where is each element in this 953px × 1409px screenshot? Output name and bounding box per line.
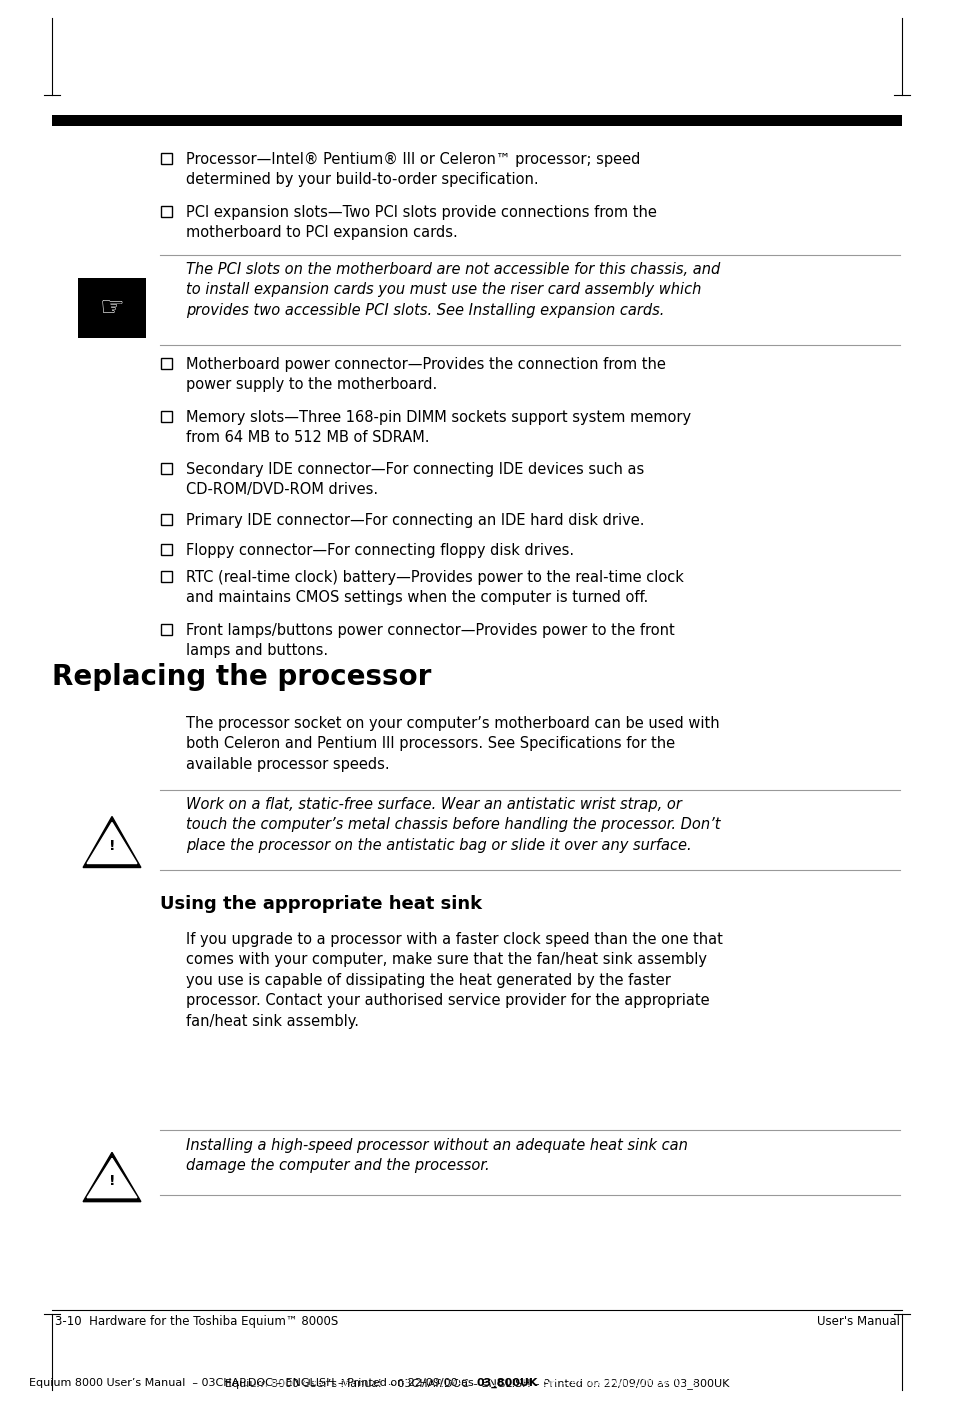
Text: Motherboard power connector—Provides the connection from the
power supply to the: Motherboard power connector—Provides the… — [186, 356, 665, 392]
Text: !: ! — [109, 1174, 115, 1188]
Text: Processor—Intel® Pentium® III or Celeron™ processor; speed
determined by your bu: Processor—Intel® Pentium® III or Celeron… — [186, 152, 639, 187]
Text: !: ! — [109, 838, 115, 852]
Text: Front lamps/buttons power connector—Provides power to the front
lamps and button: Front lamps/buttons power connector—Prov… — [186, 623, 674, 658]
Text: Equium 8000 User’s Manual  – 03CHAP.DOC – ENGLISH – Printed on 22/09/00 as: Equium 8000 User’s Manual – 03CHAP.DOC –… — [29, 1378, 476, 1388]
Text: Equium 8000 User’s Manual  – 03CHAP.DOC – ENGLISH – Printed on 22/09/00 as 03_80: Equium 8000 User’s Manual – 03CHAP.DOC –… — [225, 1378, 728, 1389]
Text: PCI expansion slots—Two PCI slots provide connections from the
motherboard to PC: PCI expansion slots—Two PCI slots provid… — [186, 204, 657, 241]
Text: If you upgrade to a processor with a faster clock speed than the one that
comes : If you upgrade to a processor with a fas… — [186, 931, 722, 1029]
Text: Work on a flat, static-free surface. Wear an antistatic wrist strap, or
touch th: Work on a flat, static-free surface. Wea… — [186, 797, 720, 852]
Bar — [161, 571, 172, 582]
Text: Memory slots—Three 168-pin DIMM sockets support system memory
from 64 MB to 512 : Memory slots—Three 168-pin DIMM sockets … — [186, 410, 690, 445]
Bar — [161, 206, 172, 217]
Polygon shape — [83, 816, 141, 868]
Polygon shape — [83, 1153, 141, 1202]
Text: Secondary IDE connector—For connecting IDE devices such as
CD-ROM/DVD-ROM drives: Secondary IDE connector—For connecting I… — [186, 462, 643, 497]
Bar — [161, 513, 172, 524]
Text: User's Manual: User's Manual — [816, 1315, 899, 1329]
Text: Primary IDE connector—For connecting an IDE hard disk drive.: Primary IDE connector—For connecting an … — [186, 513, 644, 528]
Polygon shape — [87, 823, 137, 864]
Bar — [161, 152, 172, 163]
Text: The processor socket on your computer’s motherboard can be used with
both Celero: The processor socket on your computer’s … — [186, 716, 719, 772]
Text: 3-10  Hardware for the Toshiba Equium™ 8000S: 3-10 Hardware for the Toshiba Equium™ 80… — [55, 1315, 338, 1329]
Text: Replacing the processor: Replacing the processor — [52, 664, 431, 690]
Bar — [161, 624, 172, 634]
Bar — [78, 278, 146, 338]
Bar — [161, 544, 172, 555]
Text: Installing a high-speed processor without an adequate heat sink can
damage the c: Installing a high-speed processor withou… — [186, 1138, 687, 1174]
Bar — [161, 358, 172, 369]
Bar — [161, 462, 172, 473]
Text: RTC (real-time clock) battery—Provides power to the real-time clock
and maintain: RTC (real-time clock) battery—Provides p… — [186, 571, 683, 606]
Text: ☞: ☞ — [99, 294, 124, 323]
Text: Using the appropriate heat sink: Using the appropriate heat sink — [160, 895, 481, 913]
Text: Floppy connector—For connecting floppy disk drives.: Floppy connector—For connecting floppy d… — [186, 542, 574, 558]
Text: The PCI slots on the motherboard are not accessible for this chassis, and
to ins: The PCI slots on the motherboard are not… — [186, 262, 720, 318]
Text: 03_800UK: 03_800UK — [476, 1378, 537, 1388]
Polygon shape — [87, 1158, 137, 1198]
Bar — [52, 116, 901, 125]
Bar — [161, 410, 172, 421]
Text: Equium 8000 User’s Manual  – 03CHAP.DOC – ENGLISH – Printed on 22/09/00 as: Equium 8000 User’s Manual – 03CHAP.DOC –… — [253, 1378, 700, 1388]
